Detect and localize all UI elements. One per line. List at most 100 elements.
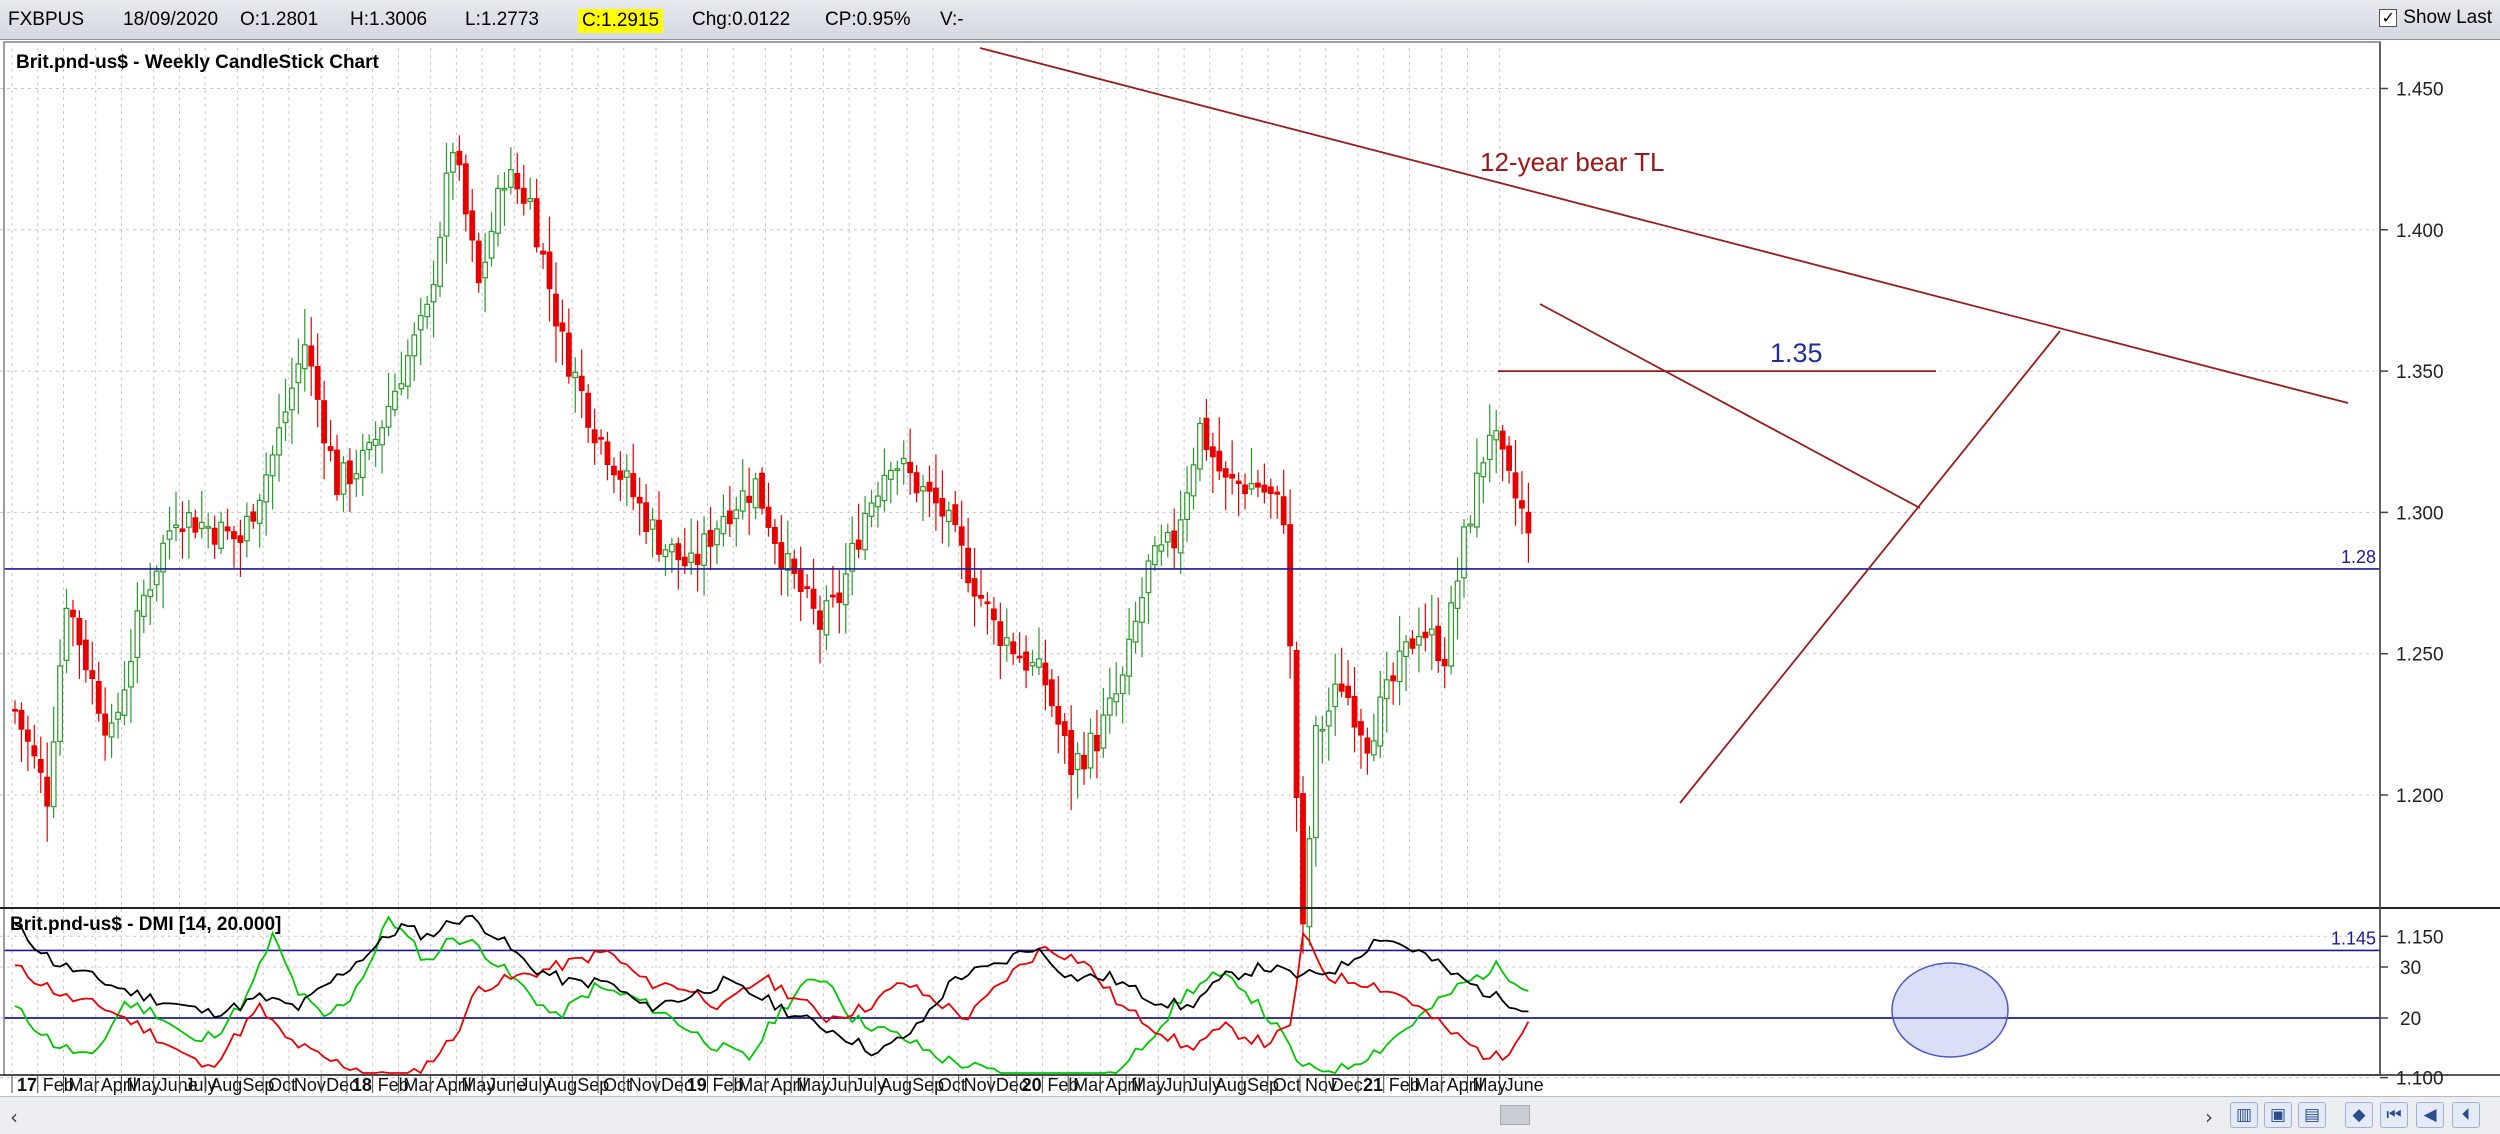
candle — [263, 452, 270, 536]
x-tick-label: Dec — [996, 1075, 1028, 1095]
save-icon[interactable]: ▣ — [2264, 1102, 2292, 1128]
symbol: FXBPUS — [8, 9, 85, 30]
candle — [128, 629, 134, 723]
candle — [1036, 627, 1042, 675]
prev-page-icon[interactable]: ◀ — [2416, 1102, 2444, 1128]
candle — [881, 448, 888, 512]
candle — [540, 242, 546, 270]
candle — [726, 486, 733, 537]
main-chart-title: Brit.pnd-us$ - Weekly CandleStick Chart — [16, 52, 379, 73]
candle — [836, 570, 843, 634]
candle — [1248, 448, 1255, 495]
candle — [675, 537, 682, 590]
candle — [231, 525, 237, 568]
candle — [817, 595, 823, 664]
x-tick-label: April — [1105, 1075, 1141, 1095]
candle — [31, 724, 38, 769]
x-tick-label: Sep — [912, 1075, 944, 1095]
candle — [662, 544, 669, 577]
candle — [1506, 436, 1512, 484]
x-tick-label: July — [519, 1075, 551, 1095]
x-tick-label: Aug — [545, 1075, 577, 1095]
x-tick-label: Oct — [1273, 1075, 1301, 1095]
print-icon[interactable]: ▤ — [2298, 1102, 2326, 1128]
x-tick-label: Sep — [242, 1075, 274, 1095]
candle — [1139, 577, 1145, 658]
candle — [205, 512, 212, 549]
candle — [1422, 603, 1429, 652]
candle — [1461, 519, 1467, 598]
y-tick-label: 1.350 — [2396, 362, 2444, 383]
x-tick-label: May — [461, 1075, 495, 1095]
candle — [920, 474, 926, 522]
candle — [733, 496, 740, 547]
candle — [784, 520, 791, 597]
dmi-series — [4, 914, 2380, 1075]
candle — [611, 457, 617, 494]
zoom-fit-icon[interactable]: ◆ — [2345, 1102, 2373, 1128]
candle — [649, 507, 656, 558]
x-tick-label: Mar — [69, 1075, 100, 1095]
candle — [591, 408, 598, 465]
x-tick-label: Feb — [1047, 1075, 1078, 1095]
candle — [578, 349, 585, 419]
y-tick-label: 1.400 — [2396, 221, 2444, 242]
candle — [900, 440, 907, 485]
candle — [636, 477, 643, 536]
x-tick-label: Feb — [1389, 1075, 1420, 1095]
candle — [301, 308, 308, 392]
candle — [218, 511, 224, 554]
next-page-icon[interactable]: ⏴ — [2452, 1102, 2480, 1128]
candle — [250, 503, 257, 529]
x-tick-label: May — [1472, 1075, 1506, 1095]
first-page-icon[interactable]: ⏮ — [2380, 1102, 2408, 1128]
level-label: 1.145 — [2331, 928, 2376, 948]
candle — [24, 715, 31, 772]
checkbox-checked-icon[interactable]: ✓ — [2379, 9, 2398, 27]
x-tick-label: June — [1505, 1075, 1544, 1095]
candle — [1029, 650, 1036, 676]
x-tick-label: July — [1189, 1075, 1221, 1095]
candlestick-series — [12, 135, 1532, 954]
horizontal-scrollbar[interactable]: ‹ › ▥ ▣ ▤ ◆ ⏮ ◀ ⏴ — [0, 1096, 2500, 1134]
candle — [57, 639, 63, 756]
x-tick-label: July — [854, 1075, 886, 1095]
candle — [340, 456, 347, 512]
dmi-y-tick-label: 20 — [2400, 1009, 2421, 1030]
y-tick-label: 1.100 — [2396, 1069, 2444, 1090]
scroll-thumb[interactable] — [1500, 1105, 1530, 1125]
candle — [1525, 482, 1532, 563]
x-tick-label: Feb — [43, 1075, 74, 1095]
candle — [379, 420, 385, 474]
scroll-left-arrow-icon[interactable]: ‹ — [10, 1105, 18, 1129]
bar-chart-icon[interactable]: ▥ — [2230, 1102, 2258, 1128]
candle — [224, 508, 231, 540]
candle — [346, 448, 353, 513]
candle — [1132, 601, 1139, 654]
x-tick-label: Oct — [268, 1075, 296, 1095]
x-tick-label: May — [1131, 1075, 1165, 1095]
candle — [1119, 666, 1126, 724]
candle — [958, 500, 965, 580]
candle — [243, 502, 250, 558]
candle — [308, 317, 315, 396]
candle — [656, 491, 662, 562]
x-tick-label: Aug — [880, 1075, 912, 1095]
scroll-right-arrow-icon[interactable]: › — [2205, 1105, 2213, 1129]
candle — [1151, 536, 1158, 571]
candle — [314, 333, 321, 428]
candle — [952, 490, 959, 532]
candle — [327, 420, 334, 462]
candle — [450, 142, 456, 200]
candle — [1177, 490, 1184, 574]
candle — [1332, 653, 1339, 737]
candle — [1087, 718, 1094, 779]
candle — [276, 393, 282, 482]
candle — [1493, 410, 1500, 474]
candle — [939, 470, 946, 544]
candle — [89, 641, 96, 705]
show-last-toggle[interactable]: ✓ Show Last — [2379, 7, 2492, 29]
candle — [1319, 715, 1326, 764]
candle — [965, 517, 972, 593]
